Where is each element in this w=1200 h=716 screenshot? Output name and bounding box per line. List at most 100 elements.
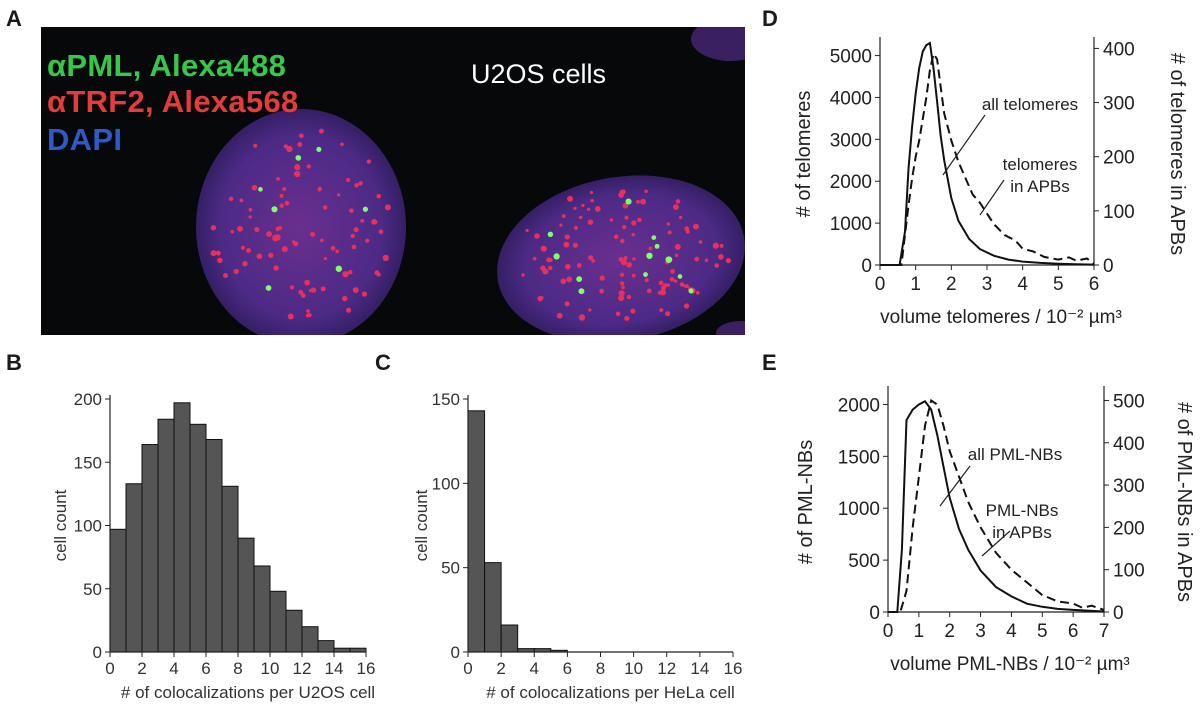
- x-tick-label: 2: [946, 274, 957, 295]
- panel-letter-b: B: [6, 350, 22, 375]
- trf2-focus: [254, 226, 260, 233]
- trf2-focus: [336, 193, 341, 197]
- trf2-focus: [561, 214, 566, 219]
- histogram-bar: [141, 444, 159, 653]
- y-tick-label: 0: [451, 643, 460, 662]
- trf2-focus: [619, 189, 625, 196]
- y-tick-label-left: 0: [861, 256, 872, 277]
- x-tick-label: 5: [1053, 274, 1064, 295]
- trf2-focus: [537, 295, 543, 302]
- histogram-bar: [285, 609, 303, 653]
- trf2-focus: [674, 243, 681, 250]
- trf2-focus: [286, 145, 293, 153]
- trf2-focus: [622, 224, 627, 230]
- y-tick-label-right: 0: [1113, 603, 1124, 624]
- trf2-focus: [341, 295, 348, 302]
- trf2-focus: [342, 271, 349, 278]
- trf2-focus: [573, 225, 578, 230]
- x-tick-label: 4: [169, 659, 178, 678]
- x-tick-label: 0: [105, 659, 114, 678]
- x-tick-label: 0: [875, 274, 886, 295]
- trf2-focus: [589, 190, 594, 195]
- trf2-focus: [644, 189, 648, 194]
- trf2-focus: [725, 258, 731, 264]
- pml-focus: [295, 155, 302, 161]
- trf2-focus: [253, 143, 258, 148]
- pml-focus: [654, 243, 660, 249]
- trf2-focus: [566, 276, 573, 283]
- y-tick-label-left: 1500: [838, 447, 880, 468]
- trf2-focus: [546, 257, 552, 263]
- pml-focus: [643, 272, 648, 277]
- y-tick-label-right: 100: [1103, 202, 1135, 223]
- trf2-focus: [378, 229, 384, 235]
- y-axis-title-left: # of PML-NBs: [795, 440, 817, 564]
- histogram-bar: [221, 485, 239, 653]
- annotation-apb-line1: PML-NBs: [986, 501, 1059, 520]
- trf2-focus: [317, 186, 322, 192]
- trf2-focus: [307, 313, 312, 318]
- x-axis-title: volume telomeres / 10⁻² µm³: [880, 307, 1122, 328]
- trf2-focus: [366, 159, 372, 164]
- trf2-focus: [631, 273, 636, 278]
- trf2-focus: [300, 293, 306, 298]
- trf2-focus: [674, 253, 679, 258]
- histogram-bar: [269, 590, 287, 653]
- trf2-focus: [576, 263, 582, 268]
- nucleus-corner-bottom: [716, 321, 745, 335]
- y-tick-label: 50: [441, 559, 460, 578]
- x-tick-label: 1: [914, 621, 925, 642]
- trf2-focus: [306, 309, 310, 313]
- y-tick-label: 100: [432, 474, 460, 493]
- trf2-focus: [354, 183, 359, 188]
- microscopy-image: αPML, Alexa488 αTRF2, Alexa568 DAPI U2OS…: [41, 27, 745, 335]
- foci-group: [210, 128, 731, 321]
- trf2-focus: [340, 142, 344, 147]
- trf2-focus: [540, 245, 547, 252]
- trf2-focus: [624, 215, 629, 220]
- trf2-focus: [525, 228, 529, 233]
- y-tick-label: 200: [74, 390, 102, 409]
- trf2-focus: [350, 233, 355, 239]
- pml-focus: [677, 274, 683, 279]
- annotation-apb-line1: telomeres: [1003, 155, 1078, 174]
- trf2-focus: [534, 233, 540, 239]
- y-axis-title: cell count: [412, 489, 431, 561]
- trf2-focus: [275, 226, 280, 232]
- histogram-bar: [157, 418, 175, 653]
- trf2-focus: [240, 245, 245, 250]
- trf2-focus: [279, 193, 284, 198]
- x-tick-label: 8: [596, 659, 605, 678]
- trf2-focus: [679, 215, 683, 220]
- trf2-focus: [588, 255, 594, 261]
- trf2-focus: [548, 265, 553, 271]
- trf2-focus: [673, 204, 679, 210]
- trf2-focus: [630, 308, 636, 314]
- trf2-focus: [376, 194, 381, 199]
- trf2-focus: [237, 225, 244, 232]
- series-line-solid: [880, 41, 1095, 266]
- nucleus-corner: [691, 27, 745, 61]
- annotation-all: all telomeres: [982, 95, 1078, 114]
- trf2-focus: [335, 249, 339, 254]
- trf2-focus: [251, 184, 258, 191]
- histogram-hela: 0 50 100 150 0 2 4 6 8 10 12 14 16 # of colocalizatio…: [412, 390, 742, 702]
- trf2-focus: [624, 315, 630, 321]
- pml-focus: [646, 252, 653, 259]
- trf2-focus: [670, 268, 675, 274]
- trf2-focus: [248, 215, 252, 219]
- pml-focus: [547, 231, 554, 238]
- x-tick-label: 0: [883, 621, 894, 642]
- stain-label-pml: αPML, Alexa488: [47, 48, 287, 83]
- trf2-focus: [695, 290, 700, 295]
- pml-focus: [362, 206, 369, 212]
- trf2-focus: [613, 234, 619, 240]
- trf2-focus: [319, 238, 324, 243]
- trf2-focus: [659, 308, 664, 313]
- trf2-focus: [637, 217, 642, 223]
- x-tick-label: 14: [325, 659, 344, 678]
- pml-focus: [665, 256, 673, 263]
- pml-focus: [265, 285, 272, 291]
- trf2-focus: [658, 280, 664, 286]
- trf2-focus: [287, 313, 294, 320]
